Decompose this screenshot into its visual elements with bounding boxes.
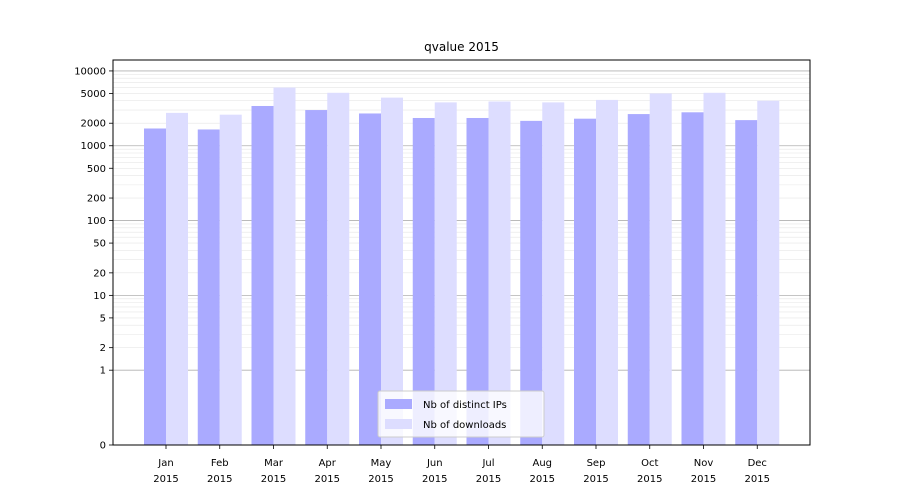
y-tick-label: 200 xyxy=(87,194,106,205)
bar-downloads-jan xyxy=(166,112,188,445)
y-tick-label: 50 xyxy=(93,239,106,250)
x-tick-label-month: Jan xyxy=(157,458,173,469)
plot-area xyxy=(112,59,811,446)
legend-label: Nb of distinct IPs xyxy=(423,400,507,411)
x-tick-label-year: 2015 xyxy=(422,474,447,485)
bar-ips-may xyxy=(359,113,381,446)
x-tick-label-year: 2015 xyxy=(745,474,770,485)
x-axis: Jan 2015 Feb 2015 Mar 2015 Apr 2015 May 2015 Jun 20… xyxy=(153,445,770,485)
x-tick-label-month: May xyxy=(371,458,392,469)
y-tick-label: 20 xyxy=(93,268,106,279)
bar-downloads-jun xyxy=(434,102,457,445)
bar-downloads-sep xyxy=(596,99,618,445)
y-tick-label: 1 xyxy=(100,366,106,377)
y-tick-label: 1000 xyxy=(81,141,106,152)
y-tick-label: 2 xyxy=(100,343,106,354)
y-tick-label: 100 xyxy=(87,216,106,227)
bar-downloads-apr xyxy=(327,92,350,445)
x-tick-label-year: 2015 xyxy=(153,474,178,485)
bar-ips-oct xyxy=(627,114,650,446)
bar-ips-dec xyxy=(735,120,758,445)
bars xyxy=(144,87,780,446)
x-tick-label-month: Dec xyxy=(748,458,767,469)
y-tick-label: 0 xyxy=(100,441,106,452)
chart-title: qvalue 2015 xyxy=(424,40,499,54)
bar-ips-jan xyxy=(144,128,166,445)
legend-label: Nb of downloads xyxy=(423,420,506,431)
bar-ips-aug xyxy=(520,120,543,445)
bar-downloads-aug xyxy=(542,102,565,445)
x-tick-label-year: 2015 xyxy=(207,474,232,485)
bar-downloads-may xyxy=(381,97,403,445)
x-tick-label-month: Jun xyxy=(426,458,443,469)
bar-ips-mar xyxy=(251,105,274,445)
x-tick-label-month: Aug xyxy=(532,458,552,469)
legend-swatch xyxy=(385,399,412,409)
legend-box xyxy=(377,390,545,438)
bar-downloads-feb xyxy=(219,114,242,446)
y-tick-label: 2000 xyxy=(81,119,106,130)
y-tick-label: 500 xyxy=(87,164,106,175)
bar-ips-sep xyxy=(574,118,596,445)
x-tick-label-year: 2015 xyxy=(476,474,501,485)
y-tick-label: 5000 xyxy=(81,89,106,100)
x-tick-label-month: Apr xyxy=(319,458,337,469)
legend-swatch xyxy=(385,419,412,429)
bar-ips-nov xyxy=(681,112,704,445)
x-tick-label-year: 2015 xyxy=(261,474,286,485)
x-tick-label-month: Feb xyxy=(211,458,229,469)
x-tick-label-year: 2015 xyxy=(691,474,716,485)
x-tick-label-year: 2015 xyxy=(368,474,393,485)
x-tick-label-month: Nov xyxy=(694,458,714,469)
legend: Nb of distinct IPs Nb of downloads xyxy=(377,390,545,438)
y-tick-label: 5 xyxy=(100,313,106,324)
bar-downloads-dec xyxy=(757,100,780,446)
x-tick-label-year: 2015 xyxy=(530,474,555,485)
x-tick-label-month: Sep xyxy=(587,458,606,469)
bar-downloads-mar xyxy=(273,87,296,446)
x-tick-label-year: 2015 xyxy=(315,474,340,485)
x-tick-label-month: Jul xyxy=(481,458,494,469)
y-axis: 0 1 2 5 10 20 50 100 200 500 1000 2000 5000 10000 xyxy=(74,66,113,452)
y-tick-label: 10000 xyxy=(74,66,106,77)
bar-ips-feb xyxy=(197,129,220,445)
x-tick-label-month: Oct xyxy=(641,458,658,469)
y-tick-label: 10 xyxy=(93,291,106,302)
x-tick-label-year: 2015 xyxy=(637,474,662,485)
bar-ips-apr xyxy=(305,110,328,446)
bar-downloads-jul xyxy=(488,101,511,446)
bar-downloads-oct xyxy=(649,93,672,446)
x-tick-label-year: 2015 xyxy=(583,474,608,485)
bar-ips-jun xyxy=(412,117,435,445)
bar-downloads-nov xyxy=(703,92,726,445)
x-tick-label-month: Mar xyxy=(264,458,284,469)
bar-ips-jul xyxy=(466,117,489,445)
